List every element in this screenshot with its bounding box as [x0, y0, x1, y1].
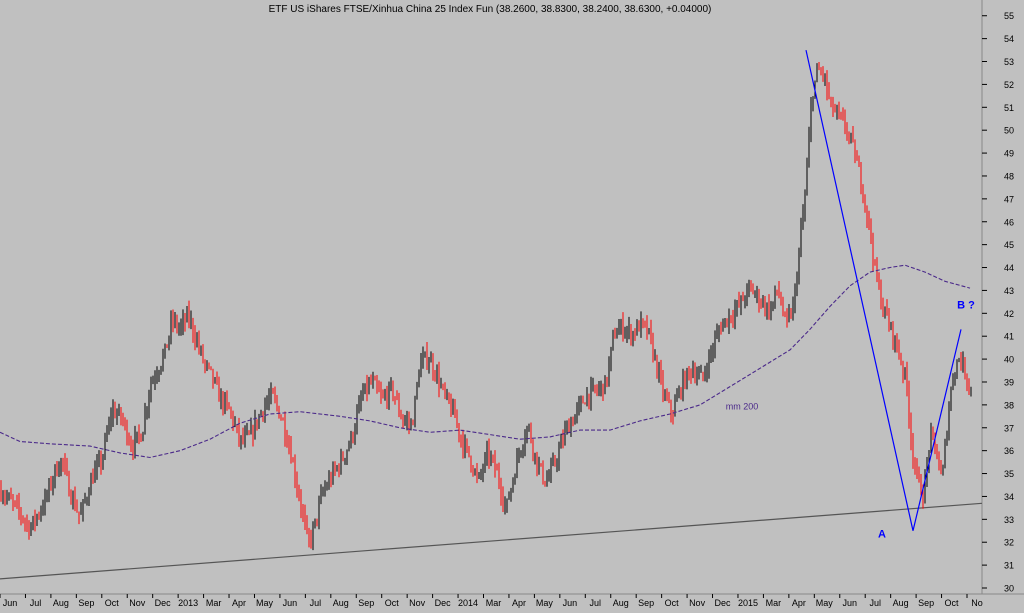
- x-tick-label: Sep: [638, 598, 654, 608]
- x-tick-label: 2013: [178, 598, 198, 608]
- y-tick-label: 35: [1004, 469, 1014, 479]
- wave-trend-line: [805, 49, 914, 531]
- x-tick-label: 2015: [738, 598, 758, 608]
- x-tick-label: May: [256, 598, 274, 608]
- y-tick-label: 33: [1004, 515, 1014, 525]
- x-tick-label: Oct: [945, 598, 960, 608]
- x-tick-label: Apr: [792, 598, 806, 608]
- y-tick-label: 43: [1004, 286, 1014, 296]
- x-tick-label: Jun: [283, 598, 298, 608]
- x-tick-label: Apr: [232, 598, 246, 608]
- x-tick-label: May: [536, 598, 554, 608]
- chart-title: ETF US iShares FTSE/Xinhua China 25 Inde…: [269, 4, 712, 15]
- chart-annotation: mm 200: [726, 401, 759, 411]
- x-tick-label: Sep: [358, 598, 374, 608]
- x-tick-label: Mar: [206, 598, 222, 608]
- x-tick-label: Sep: [78, 598, 94, 608]
- x-tick-label: Oct: [385, 598, 400, 608]
- x-tick-label: Oct: [105, 598, 120, 608]
- y-tick-label: 32: [1004, 538, 1014, 548]
- x-tick-label: Nov: [129, 598, 146, 608]
- y-tick-label: 45: [1004, 240, 1014, 250]
- x-tick-label: Mar: [766, 598, 782, 608]
- x-tick-label: Dec: [155, 598, 172, 608]
- y-tick-label: 54: [1004, 34, 1014, 44]
- time-axis: Jun Jul Aug Sep Oct Nov Dec 2013 Mar Apr May Jun Jul…: [0, 594, 983, 608]
- x-tick-label: Mar: [486, 598, 502, 608]
- support-line-layer: [0, 502, 983, 580]
- x-tick-label: Jun: [563, 598, 578, 608]
- moving-average-layer: [0, 264, 971, 459]
- y-tick-label: 31: [1004, 561, 1014, 571]
- y-tick-label: 40: [1004, 355, 1014, 365]
- x-tick-label: Jul: [310, 598, 322, 608]
- x-tick-label: Nov: [689, 598, 706, 608]
- x-tick-label: Aug: [893, 598, 909, 608]
- x-tick-label: Aug: [53, 598, 69, 608]
- y-tick-label: 38: [1004, 400, 1014, 410]
- support-trend-line: [0, 502, 983, 580]
- moving-average-line: [0, 264, 971, 459]
- y-tick-label: 50: [1004, 126, 1014, 136]
- y-tick-label: 39: [1004, 377, 1014, 387]
- y-tick-label: 53: [1004, 57, 1014, 67]
- x-tick-label: Aug: [333, 598, 349, 608]
- y-tick-label: 34: [1004, 492, 1014, 502]
- x-tick-label: Dec: [715, 598, 732, 608]
- wave-trend-line: [912, 329, 962, 531]
- x-tick-label: Jul: [869, 598, 881, 608]
- x-tick-label: 2014: [458, 598, 478, 608]
- x-tick-label: Oct: [665, 598, 680, 608]
- x-tick-label: Sep: [918, 598, 934, 608]
- x-tick-label: May: [816, 598, 834, 608]
- y-tick-label: 48: [1004, 171, 1014, 181]
- x-tick-label: Jun: [3, 598, 18, 608]
- x-tick-label: Aug: [613, 598, 629, 608]
- y-tick-label: 49: [1004, 149, 1014, 159]
- x-tick-label: Jul: [590, 598, 602, 608]
- x-tick-label: No: [971, 598, 983, 608]
- wave-lines-layer: [805, 49, 962, 531]
- chart-annotation: B ?: [957, 300, 975, 312]
- y-tick-label: 46: [1004, 217, 1014, 227]
- y-tick-label: 44: [1004, 263, 1014, 273]
- annotation-layer: A B ? mm 200: [726, 300, 975, 541]
- x-tick-label: Jul: [30, 598, 42, 608]
- y-tick-label: 51: [1004, 103, 1014, 113]
- y-tick-label: 37: [1004, 423, 1014, 433]
- x-tick-label: Apr: [512, 598, 526, 608]
- x-tick-label: Jun: [843, 598, 858, 608]
- chart-annotation: A: [878, 529, 886, 541]
- y-tick-label: 52: [1004, 80, 1014, 90]
- y-tick-label: 47: [1004, 194, 1014, 204]
- x-tick-label: Dec: [435, 598, 452, 608]
- y-tick-label: 30: [1004, 584, 1014, 594]
- y-tick-label: 42: [1004, 309, 1014, 319]
- candlestick-layer: [0, 62, 972, 551]
- y-tick-label: 55: [1004, 11, 1014, 21]
- x-tick-label: Nov: [409, 598, 426, 608]
- y-tick-label: 41: [1004, 332, 1014, 342]
- price-axis: 30 31 32 33 34 35 36 37 38 39 40 41 42 43 44 45 46 47 48 49…: [982, 11, 1014, 594]
- y-tick-label: 36: [1004, 446, 1014, 456]
